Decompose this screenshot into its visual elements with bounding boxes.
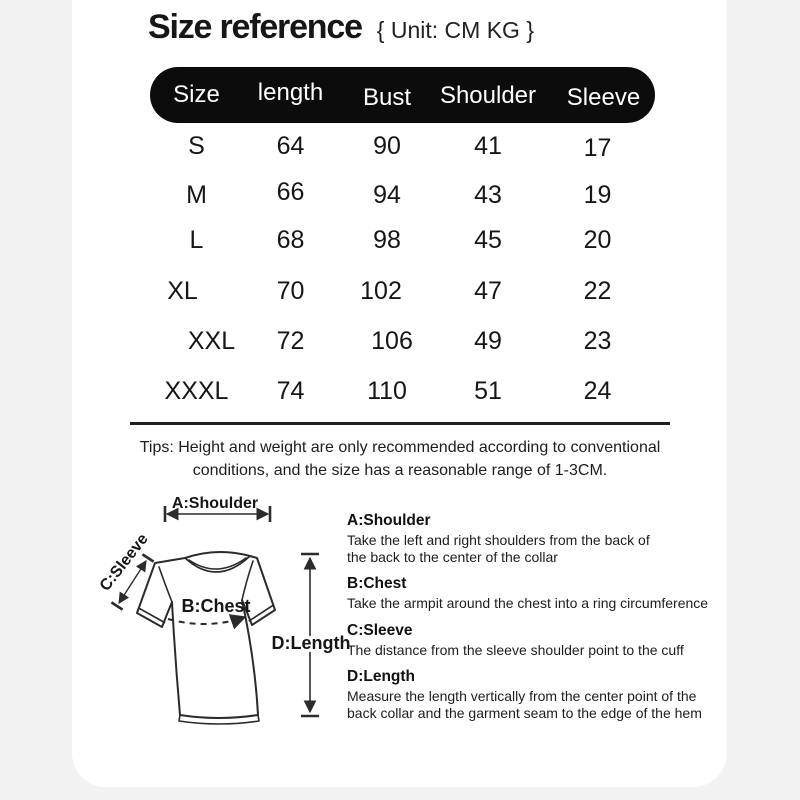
size-table-header: Size length Bust Shoulder Sleeve	[150, 67, 655, 123]
shoulder-value: 43	[474, 181, 502, 209]
bust-value: 94	[373, 181, 401, 209]
tips-text: Tips: Height and weight are only recomme…	[139, 439, 661, 479]
size-label: XXXL	[164, 377, 229, 405]
chest-label: B:Chest	[181, 596, 250, 616]
column-header-shoulder: Shoulder	[439, 82, 537, 109]
sleeve-value: 20	[583, 226, 612, 254]
bust-value: 90	[373, 132, 401, 160]
column-header-size: Size	[173, 81, 220, 108]
sleeve-value: 24	[583, 377, 612, 405]
guide-term: A:Shoulder	[347, 512, 431, 529]
bust-value: 102	[360, 277, 402, 305]
sleeve-value: 17	[583, 134, 612, 162]
length-measure-arrow	[301, 552, 319, 718]
table-row: XXL 72 106 49 23	[150, 319, 655, 364]
shoulder-value: 45	[474, 226, 502, 254]
table-row: S 64 90 41 17	[150, 124, 655, 169]
chest-dash-arrow	[167, 614, 247, 630]
sleeve-value: 23	[583, 327, 612, 355]
sleeve-measure-arrow	[110, 553, 155, 611]
tshirt-drawing	[136, 550, 276, 725]
length-value: 66	[276, 178, 305, 206]
bust-value: 106	[371, 327, 413, 355]
shoulder-measure-arrow	[163, 506, 272, 522]
column-header-bust: Bust	[362, 84, 412, 111]
size-label: S	[188, 132, 205, 160]
bust-value: 110	[367, 377, 407, 405]
guide-description: Take the left and right shoulders from t…	[347, 532, 650, 565]
sleeve-label: C:Sleeve	[97, 531, 152, 595]
unit-note: { Unit: CM KG }	[376, 17, 534, 43]
length-value: 68	[276, 226, 305, 254]
sleeve-seams	[158, 560, 254, 603]
length-value: 72	[276, 327, 305, 355]
guide-term: C:Sleeve	[347, 621, 413, 639]
title-row: Size reference { Unit: CM KG }	[148, 8, 534, 47]
tshirt-body-outline	[136, 550, 276, 719]
guide-term: D:Length	[347, 668, 416, 685]
shoulder-value: 51	[474, 377, 502, 405]
guide-item-chest: B:Chest Take the armpit around the chest…	[347, 575, 745, 612]
measurement-guide: A:Shoulder Take the left and right shoul…	[347, 512, 745, 731]
length-value: 74	[276, 377, 305, 405]
length-value: 64	[276, 132, 305, 160]
shoulder-value: 41	[474, 132, 502, 160]
table-row: M 66 94 43 19	[150, 173, 655, 218]
table-row: L 68 98 45 20	[150, 218, 655, 263]
column-header-sleeve: Sleeve	[566, 84, 641, 111]
table-row: XXXL 74 110 51 24	[150, 369, 655, 414]
size-label: L	[189, 226, 204, 254]
page-title: Size reference	[148, 8, 363, 46]
guide-item-sleeve: C:Sleeve The distance from the sleeve sh…	[347, 622, 745, 659]
bust-value: 98	[373, 226, 401, 254]
guide-item-shoulder: A:Shoulder Take the left and right shoul…	[347, 512, 745, 565]
size-chart-card: Size reference { Unit: CM KG } Size leng…	[72, 0, 727, 787]
guide-item-length: D:Length Measure the length vertically f…	[347, 668, 745, 721]
guide-description: Measure the length vertically from the c…	[347, 688, 702, 721]
shoulder-label: A:Shoulder	[172, 495, 258, 512]
sleeve-value: 19	[583, 181, 612, 209]
tshirt-measurement-diagram: A:Shoulder C:Sleeve B:Chest D:Length	[97, 495, 353, 725]
hem-band	[178, 714, 260, 725]
length-label: D:Length	[272, 633, 351, 653]
size-label: M	[186, 181, 207, 209]
guide-term: B:Chest	[347, 575, 407, 592]
size-label: XXL	[187, 327, 236, 355]
shoulder-value: 47	[474, 277, 502, 305]
collar-lines	[184, 555, 251, 573]
column-header-length: length	[257, 79, 324, 106]
guide-description: Take the armpit around the chest into a …	[347, 595, 709, 611]
table-underline	[130, 422, 670, 425]
guide-description: The distance from the sleeve shoulder po…	[347, 641, 684, 658]
cuff-bands	[138, 605, 274, 624]
sleeve-value: 22	[583, 277, 612, 305]
shoulder-value: 49	[474, 327, 502, 355]
table-row: XL 70 102 47 22	[150, 269, 655, 314]
size-label: XL	[167, 277, 198, 305]
length-value: 70	[276, 277, 305, 305]
